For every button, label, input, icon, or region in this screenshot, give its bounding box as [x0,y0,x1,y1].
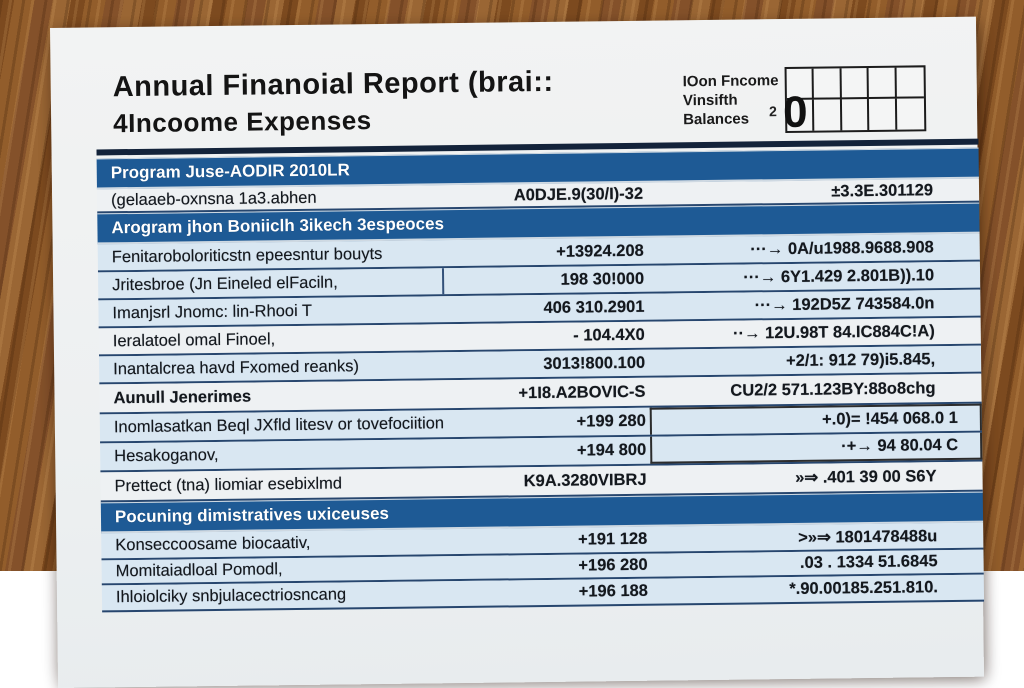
row-amount-right: +.0)= !454 068.0 1 [650,404,982,435]
report-title-block: Annual Finanoial Report (brai:: 4Incoome… [113,66,555,139]
balance-entry-grid: 2 0 [785,65,927,133]
grid-cell [869,68,897,99]
row-label: (gelaaeb-oxnsna 1a3.abhen [97,187,443,210]
grid-cell [814,99,842,130]
corner-label-vinsith: Vinsifth [683,90,783,110]
row-label: Program Juse-AODIR 2010LR [97,153,979,184]
row-amount-mid: - 104.4X0 [445,325,649,346]
report-table: Program Juse-AODIR 2010LR (gelaaeb-oxnsna… [96,139,984,613]
row-label: Konseccoosame biocaativ, [101,532,447,555]
row-amount-right: ···→ 0A/u1988.9688.908 [648,237,980,260]
report-subtitle: 4Incoome Expenses [113,103,554,139]
row-amount-right: ··→ 12U.98T 84.IC884C!A) [649,321,981,344]
row-label: Momitaiadloal Pomodl, [102,558,448,581]
row-label: Fenitaroboloriticstn epeesntur bouyts [98,244,444,267]
row-label: Pocuning dimistratives uxiceuses [101,497,983,528]
row-amount-right: ···→ 6Y1.429 2.801B)).10 [648,265,980,288]
row-label: Imanjsrl Jnomc: lin-Rhooi T [98,300,444,323]
row-amount-mid: +196 188 [448,582,652,603]
row-amount-mid: +13924.208 [444,241,648,262]
row-amount-mid: +1I8.A2BOVIC-S [445,382,649,403]
grid-cell [896,67,924,98]
row-amount-mid: 406 310.2901 [444,297,648,318]
row-amount-right: *.90.00185.251.810. [652,578,984,601]
row-amount-right: ···→ 192D5Z 743584.0n [648,293,980,316]
row-amount-right: CU2/2 571.123BY:88o8chg [649,378,981,401]
row-amount-right: ±3.3E.301129 [647,180,979,203]
grid-cell [869,99,897,130]
row-amount-mid: 198 30!000 [442,266,648,295]
row-amount-mid: +199 280 [446,412,650,433]
row-label: Jritesbroe (Jn Eineled elFaciln, [98,272,442,295]
row-amount-right: »⇒ .401 39 00 S6Y [650,466,982,490]
corner-summary-block: IOon Fncome Vinsifth Balances 2 0 [683,69,927,134]
row-amount-right: >»⇒ 1801478488u [651,525,983,549]
row-label: Inantalcrea havd Fxomed reanks) [99,356,445,379]
row-label: Ihloiolciky snbjulacectriosncang [102,584,448,607]
grid-cell [814,68,842,99]
row-label: Aunull Jenerimes [99,385,445,408]
row-amount-right: ·+→ 94 80.04 C [650,433,982,464]
row-amount-right: .03 . 1334 51.6845 [651,552,983,575]
report-paper: Annual Finanoial Report (brai:: 4Incoome… [50,17,984,688]
row-amount-mid: A0DJE.9(30/I)-32 [443,184,647,205]
row-amount-mid: +196 280 [448,556,652,577]
big-zero-digit: 0 [783,91,808,135]
grid-cell [897,98,925,129]
row-amount-mid: +194 800 [446,441,650,462]
row-label: Hesakoganov, [100,443,446,466]
row-amount-mid: +191 128 [447,530,651,551]
row-label: Arogram jhon Boniiclh 3ikech 3espeoces [97,208,979,239]
report-title: Annual Finanoial Report (brai:: [113,66,554,104]
small-digit: 2 [769,103,777,119]
row-label: Ieralatoel omal Finoel, [99,328,445,351]
row-label: Inomlasatkan Beql JXfld litesv or tovefo… [100,414,446,437]
grid-cell [841,68,869,99]
row-label: Prettect (tna) liomiar esebixlmd [100,473,446,496]
row-amount-right: +2/1: 912 79)i5.845, [649,349,981,372]
row-amount-mid: K9A.3280VIBRJ [446,470,650,491]
row-amount-mid: 3013!800.100 [445,353,649,374]
corner-label-non-income: IOon Fncome [683,71,783,91]
grid-cell [842,99,870,130]
